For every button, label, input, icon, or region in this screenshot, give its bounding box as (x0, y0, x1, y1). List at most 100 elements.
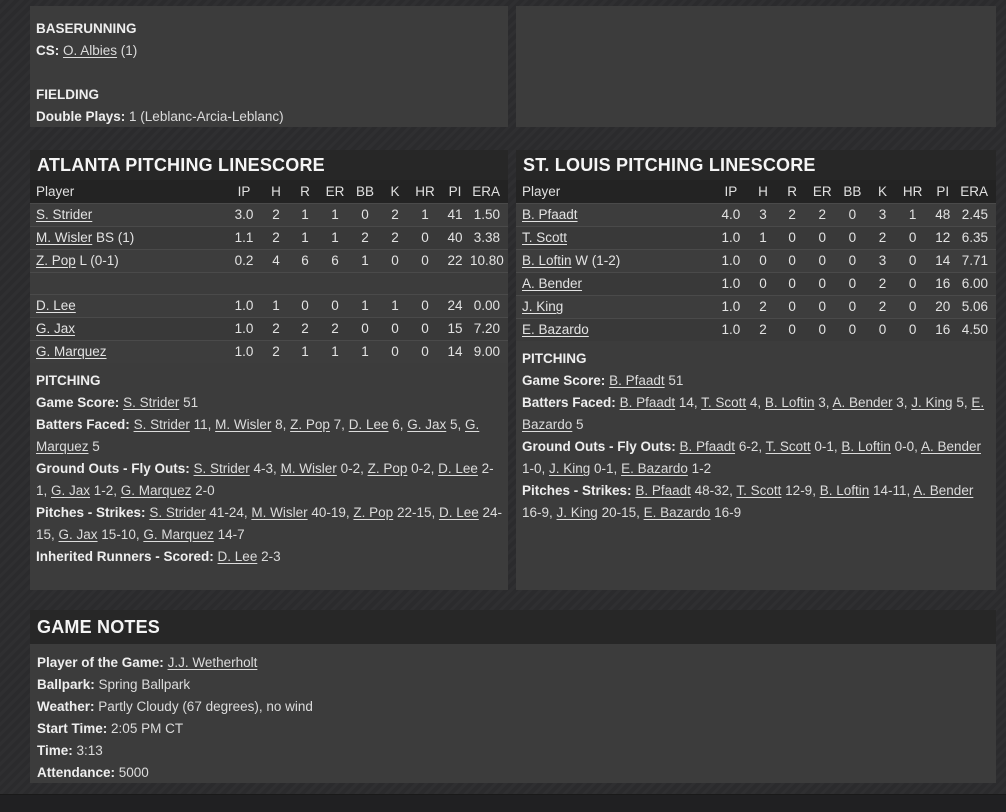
player-link[interactable]: Z. Pop (36, 253, 76, 268)
note-line: Attendance: 5000 (37, 762, 989, 784)
player-link[interactable]: B. Loftin (819, 483, 870, 498)
stat-cell: 1 (272, 298, 280, 313)
pitcher-cell: T. Scott (516, 226, 713, 249)
pitching-notes-title: PITCHING (36, 373, 101, 388)
stat-cell: 0 (818, 299, 826, 314)
player-link[interactable]: E. Bazardo (643, 505, 711, 520)
stat-cell: 1 (301, 230, 309, 245)
player-link[interactable]: D. Lee (217, 549, 258, 564)
player-link[interactable]: B. Pfaadt (609, 373, 665, 388)
stat-cell: 1.50 (473, 207, 500, 222)
stat-cell: 0 (818, 322, 826, 338)
player-link[interactable]: S. Strider (123, 395, 180, 410)
player-link[interactable]: Z. Pop (367, 461, 408, 476)
player-link[interactable]: S. Strider (193, 461, 250, 476)
text-run: 14-7 (213, 527, 245, 542)
note-line: Ground Outs - Fly Outs: B. Pfaadt 6-2, T… (522, 436, 990, 480)
pitcher-cell: E. Bazardo (516, 318, 713, 341)
player-link[interactable]: A. Bender (522, 276, 583, 291)
player-link[interactable]: J.J. Wetherholt (167, 655, 258, 670)
player-link[interactable]: B. Pfaadt (522, 207, 578, 222)
player-link[interactable]: S. Strider (149, 505, 206, 520)
player-link[interactable]: D. Lee (438, 461, 478, 476)
player-link[interactable]: B. Pfaadt (679, 439, 736, 454)
player-link[interactable]: B. Loftin (522, 253, 572, 268)
player-link[interactable]: T. Scott (701, 395, 747, 410)
player-link[interactable]: D. Lee (36, 298, 76, 313)
note-line: Batters Faced: S. Strider 11, M. Wisler … (36, 414, 502, 458)
player-link[interactable]: A. Bender (920, 439, 981, 454)
player-link[interactable]: J. King (549, 461, 591, 476)
player-link[interactable]: T. Scott (765, 439, 811, 454)
player-link[interactable]: J. King (522, 299, 564, 314)
player-link[interactable]: S. Strider (133, 417, 190, 432)
text-run: 0-1, (810, 439, 842, 454)
stat-cell: 2 (272, 207, 280, 222)
stat-cell: 0 (878, 322, 887, 338)
player-link[interactable]: M. Wisler (251, 505, 308, 520)
pitcher-row: T. Scott 1.0 1 0 0 0 2 0 12 6.35 (516, 226, 996, 249)
player-link[interactable]: D. Lee (438, 505, 479, 520)
player-link[interactable]: G. Jax (58, 527, 98, 542)
player-link[interactable]: E. Bazardo (522, 395, 985, 432)
player-link[interactable]: J. King (556, 505, 598, 520)
text-run: 2:05 PM CT (111, 721, 184, 736)
note-line: Game Score: B. Pfaadt 51 (522, 370, 990, 392)
pitcher-decision: W (1-2) (571, 253, 621, 268)
pitcher-row: J. King 1.0 2 0 0 0 2 0 20 5.06 (516, 295, 996, 318)
player-link[interactable]: O. Albies (63, 43, 118, 58)
player-link[interactable]: A. Bender (832, 395, 893, 410)
player-link[interactable]: B. Pfaadt (635, 483, 691, 498)
stat-cell: 0 (759, 276, 767, 291)
player-link[interactable]: T. Scott (736, 483, 782, 498)
stat-cell: 2 (361, 230, 369, 245)
stat-cell: 0 (421, 321, 429, 336)
text-run: 5 (88, 439, 100, 454)
stat-cell: 1 (421, 207, 429, 222)
text-run: 5000 (118, 765, 149, 780)
pitcher-row: A. Bender 1.0 0 0 0 0 2 0 16 6.00 (516, 272, 996, 295)
player-link[interactable]: G. Marquez (36, 344, 107, 360)
note-line: Game Score: S. Strider 51 (36, 392, 502, 414)
text-run: 11, (189, 417, 216, 432)
player-link[interactable]: G. Marquez (36, 417, 480, 454)
text-run: 40-19, (307, 505, 354, 520)
player-link[interactable]: E. Bazardo (621, 461, 688, 476)
player-link[interactable]: Z. Pop (290, 417, 330, 432)
player-link[interactable]: B. Loftin (764, 395, 815, 410)
column-header-h: H (271, 183, 281, 199)
spacer-row (30, 272, 508, 294)
player-link[interactable]: G. Jax (51, 483, 91, 498)
player-link[interactable]: T. Scott (522, 230, 568, 245)
player-link[interactable]: Z. Pop (353, 505, 394, 520)
text-run: 1 (Leblanc-Arcia-Leblanc) (129, 109, 284, 124)
stat-cell: 2 (878, 276, 887, 291)
player-link[interactable]: G. Jax (407, 417, 447, 432)
player-link[interactable]: B. Pfaadt (619, 395, 676, 410)
note-label: Attendance: (37, 765, 116, 780)
player-link[interactable]: M. Wisler (36, 230, 93, 245)
player-link[interactable]: E. Bazardo (522, 322, 589, 338)
player-link[interactable]: B. Loftin (841, 439, 891, 454)
player-link[interactable]: S. Strider (36, 207, 93, 222)
note-label: Pitches - Strikes: (36, 505, 146, 520)
section-header: GAME NOTES (30, 610, 996, 644)
stat-cell: 10.80 (470, 253, 504, 268)
player-link[interactable]: G. Marquez (120, 483, 192, 498)
player-link[interactable]: M. Wisler (280, 461, 337, 476)
player-link[interactable]: G. Marquez (143, 527, 214, 542)
text-run: 5 (572, 417, 584, 432)
player-link[interactable]: G. Jax (36, 321, 76, 336)
player-link[interactable]: M. Wisler (215, 417, 272, 432)
stat-cell: 1 (361, 298, 369, 313)
player-link[interactable]: A. Bender (913, 483, 974, 498)
player-link[interactable]: D. Lee (348, 417, 389, 432)
player-link[interactable]: J. King (911, 395, 953, 410)
stat-cell: 0 (391, 321, 399, 336)
game-notes-panel: GAME NOTES Player of the Game: J.J. Weth… (30, 610, 996, 783)
stat-cell: 1.1 (234, 230, 254, 245)
stat-cell: 5.06 (961, 299, 988, 314)
column-header-era: ERA (960, 183, 988, 199)
stat-cell: 3 (759, 207, 767, 222)
stat-cell: 12 (935, 230, 951, 245)
